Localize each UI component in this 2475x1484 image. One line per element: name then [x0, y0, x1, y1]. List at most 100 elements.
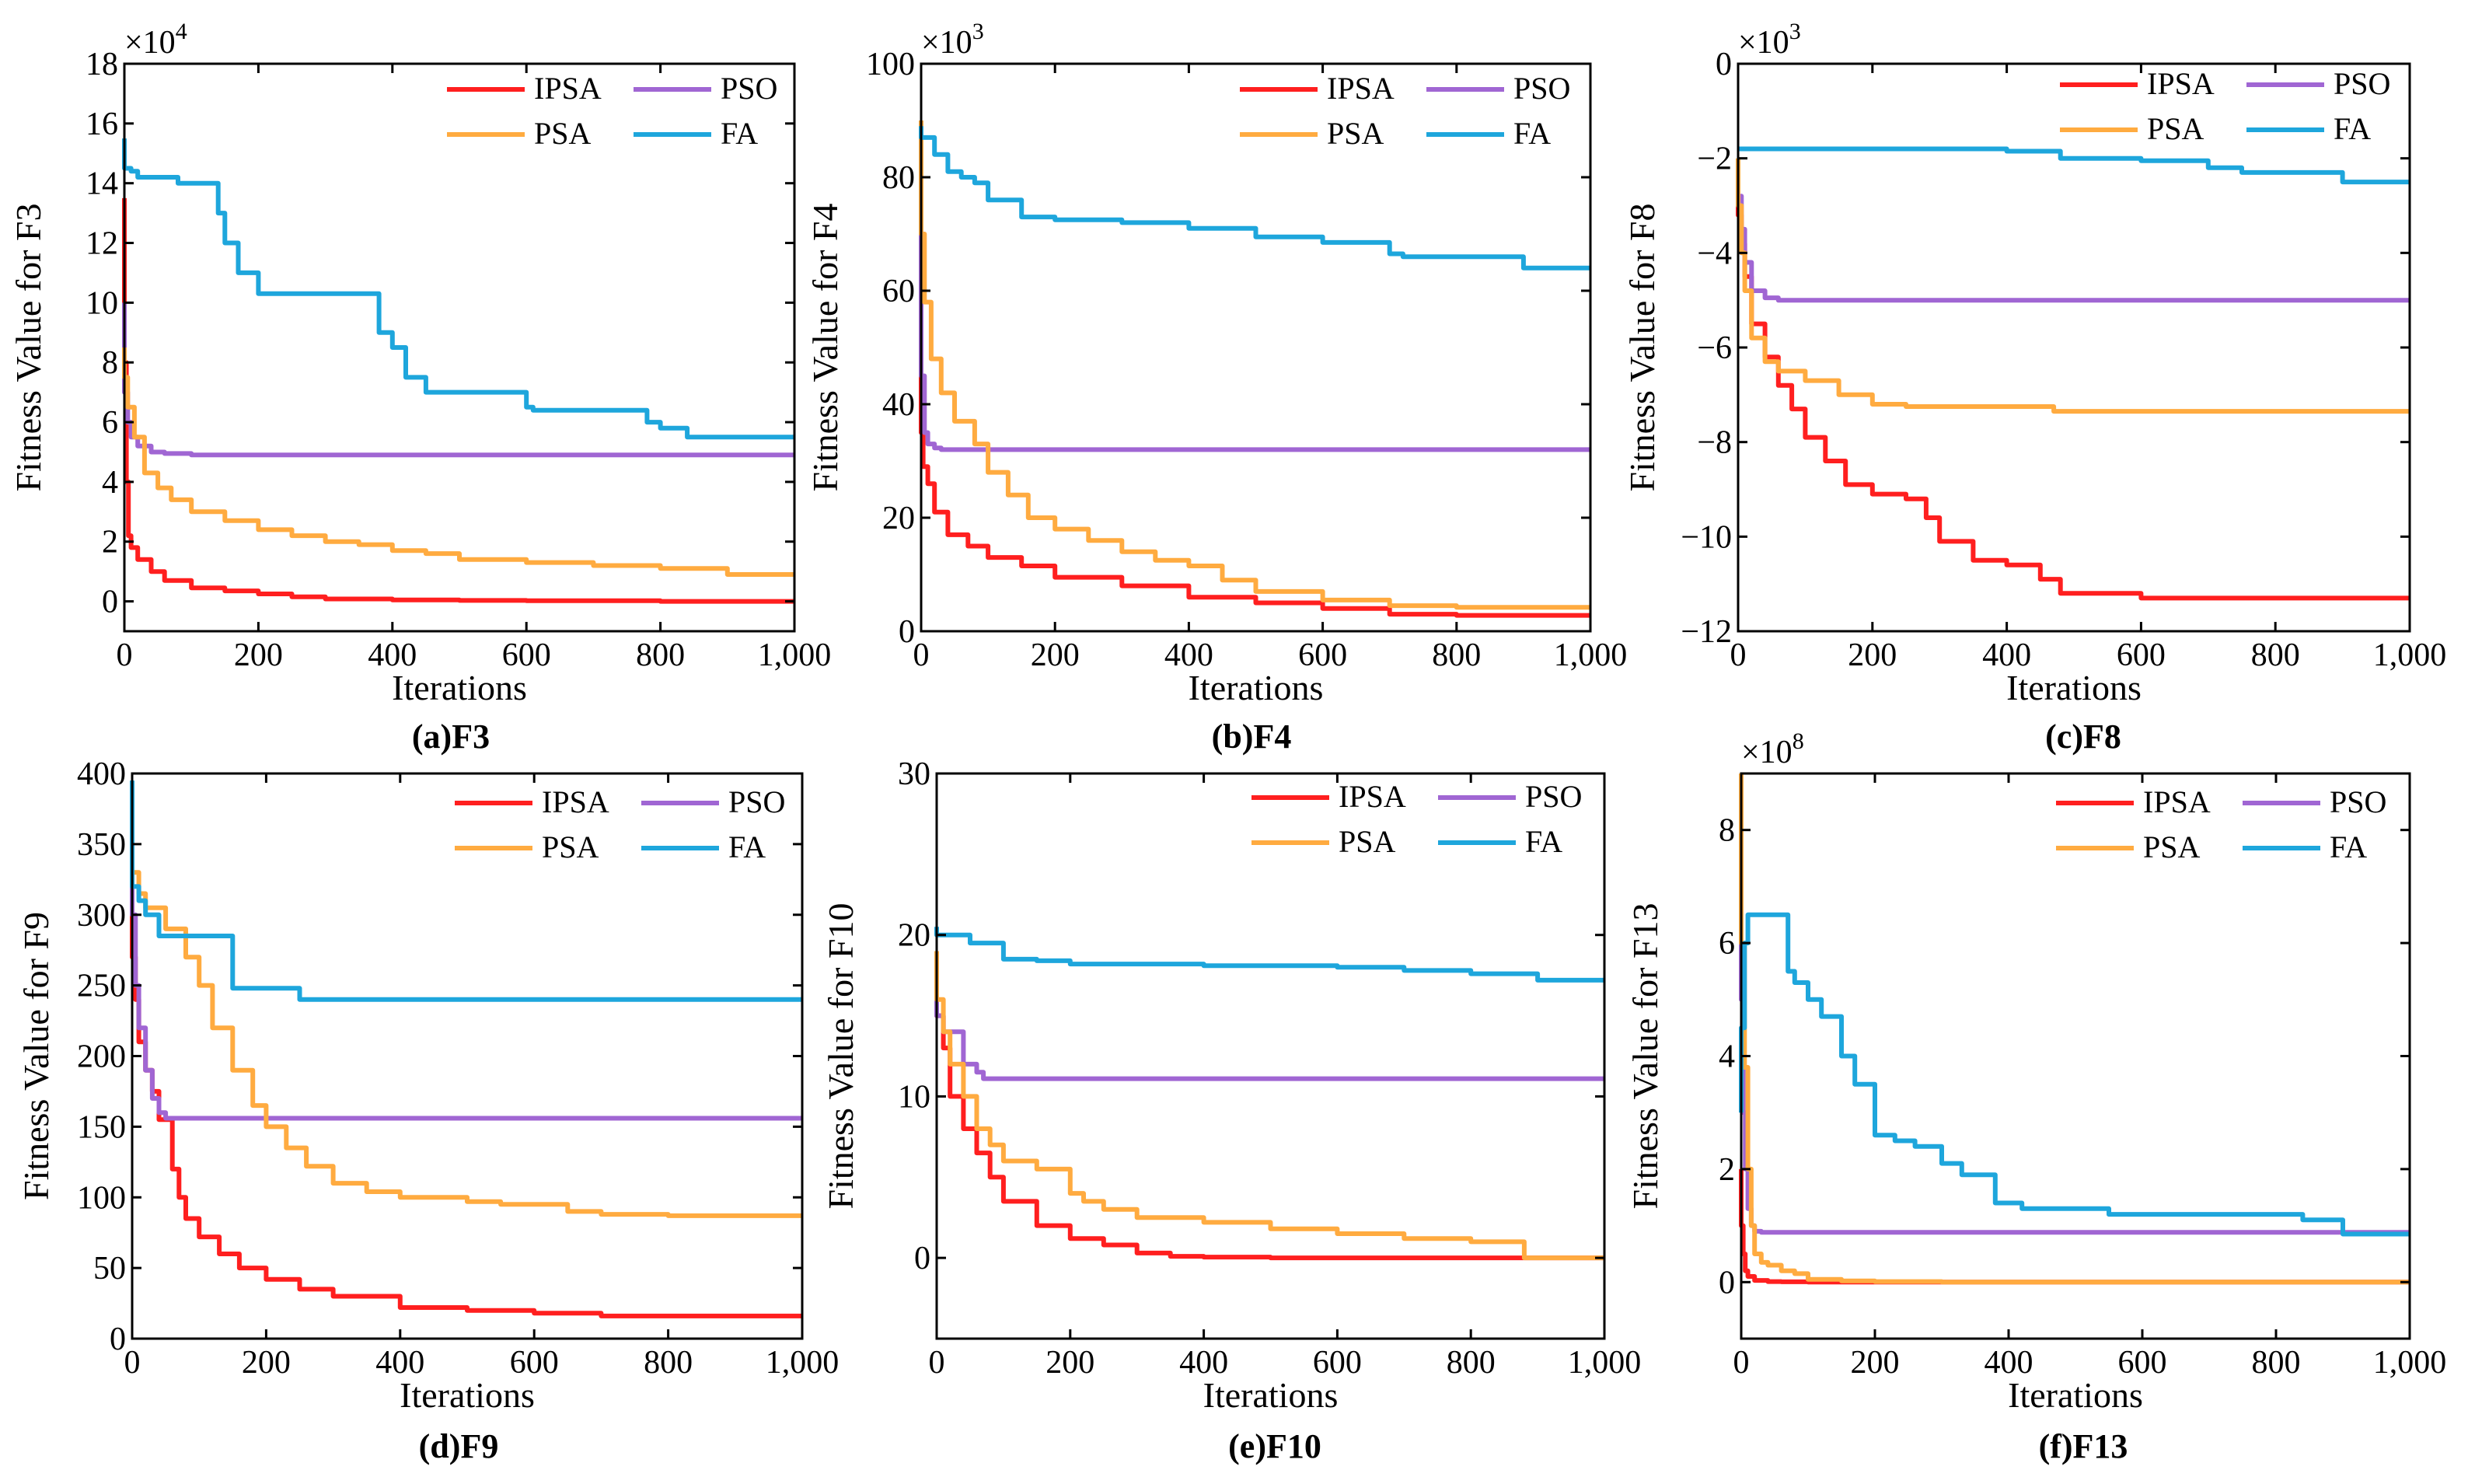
x-tick-label: 600: [1298, 637, 1347, 673]
x-tick-label: 0: [913, 637, 930, 673]
y-tick-label: 6: [102, 405, 118, 441]
x-tick-label: 200: [1046, 1345, 1094, 1381]
y-tick-label: 250: [77, 969, 126, 1004]
series-line-pso: [130, 787, 802, 1121]
y-tick-label: −12: [1681, 614, 1732, 650]
legend: IPSA PSO PSA FA: [2060, 66, 2390, 146]
axis-multiplier: ×108: [1741, 728, 1804, 770]
x-axis-label: Iterations: [2008, 1375, 2143, 1415]
y-tick-label: 20: [882, 501, 915, 536]
legend-label: PSO: [2330, 784, 2386, 819]
legend-label: PSO: [2334, 66, 2390, 101]
panel-caption: (c)F8: [2045, 718, 2121, 756]
legend: IPSA PSO PSA FA: [2056, 784, 2386, 864]
series-line-fa: [1738, 146, 2410, 185]
legend: IPSA PSO PSA FA: [455, 784, 785, 864]
y-axis-label: Fitness Value for F4: [805, 204, 845, 492]
x-tick-label: 200: [1851, 1345, 1900, 1381]
x-tick-label: 0: [929, 1345, 945, 1381]
y-tick-label: 14: [86, 166, 118, 202]
y-tick-label: 8: [1719, 813, 1735, 849]
series-line-ipsa: [919, 188, 1590, 618]
y-tick-label: 80: [882, 160, 915, 196]
y-tick-label: 10: [86, 285, 118, 321]
x-tick-label: 0: [117, 637, 133, 673]
panel-d: 0 200 400 600 800 1,000 0 50 100 150 200 250 300 350 4…: [16, 756, 839, 1465]
series-line-ipsa: [122, 197, 794, 604]
legend-label: IPSA: [2147, 66, 2215, 101]
legend-label: FA: [2334, 111, 2371, 146]
legend-label: IPSA: [534, 71, 602, 106]
panel-f: 0 200 400 600 800 1,000 0 2 4 6 8 ×108 Iterations Fit…: [1625, 728, 2446, 1465]
legend-label: PSO: [1525, 779, 1582, 814]
legend-label: PSA: [1339, 824, 1395, 859]
plot-frame: [920, 62, 1592, 633]
legend-label: PSO: [721, 71, 777, 106]
y-tick-label: −2: [1697, 141, 1732, 177]
x-tick-label: 800: [636, 637, 685, 673]
x-tick-label: 400: [1164, 637, 1213, 673]
y-tick-label: 350: [77, 827, 126, 863]
y-tick-label: 0: [899, 614, 915, 650]
x-tick-label: 400: [375, 1345, 424, 1381]
series-line-fa: [130, 780, 802, 1002]
series-line-fa: [122, 138, 794, 440]
panel-caption: (e)F10: [1228, 1427, 1321, 1465]
series-line-psa: [130, 829, 802, 1218]
y-tick-label: 100: [866, 47, 915, 82]
y-axis-label: Fitness Value for F13: [1625, 903, 1665, 1210]
x-tick-label: 800: [2251, 637, 2300, 673]
x-tick-label: 0: [1733, 1345, 1750, 1381]
x-tick-label: 800: [2252, 1345, 2301, 1381]
legend-label: PSA: [2143, 829, 2200, 864]
y-tick-label: 12: [86, 226, 118, 262]
series-line-psa: [934, 951, 1604, 1261]
x-tick-label: 600: [2118, 1345, 2167, 1381]
x-tick-label: 200: [242, 1345, 291, 1381]
y-tick-label: −6: [1697, 330, 1732, 366]
y-tick-label: 0: [102, 585, 118, 620]
x-tick-label: 0: [124, 1345, 141, 1381]
series-line-pso: [1736, 167, 2410, 303]
y-tick-label: 50: [93, 1251, 126, 1287]
x-axis-label: Iterations: [392, 668, 527, 707]
y-tick-label: 0: [110, 1322, 126, 1357]
y-tick-label: 16: [86, 106, 118, 142]
legend-label: PSA: [534, 116, 591, 151]
legend-label: IPSA: [1327, 71, 1395, 106]
x-tick-label: 200: [234, 637, 283, 673]
x-tick-label: 400: [1985, 1345, 2033, 1381]
y-tick-label: 300: [77, 898, 126, 934]
y-tick-label: 30: [898, 756, 930, 792]
legend-label: PSO: [728, 784, 785, 819]
y-tick-label: −10: [1681, 519, 1732, 555]
series-line-fa: [1739, 912, 2410, 1237]
series-line-fa: [934, 927, 1604, 983]
x-tick-label: 800: [644, 1345, 693, 1381]
series-line-ipsa: [1739, 1168, 2410, 1285]
x-tick-label: 1,000: [1554, 637, 1628, 673]
series-line-pso: [919, 222, 1590, 452]
panel-b: 0 200 400 600 800 1,000 0 20 40 60 80 100×103 Iterat…: [805, 19, 1627, 756]
panel-caption: (b)F4: [1212, 718, 1292, 756]
legend-label: FA: [728, 829, 766, 864]
x-tick-label: 800: [1447, 1345, 1496, 1381]
x-tick-label: 0: [1730, 637, 1747, 673]
y-tick-label: 2: [1719, 1152, 1735, 1188]
legend-label: FA: [2330, 829, 2367, 864]
y-tick-label: 0: [1716, 47, 1732, 82]
y-tick-label: 10: [898, 1079, 930, 1115]
y-tick-label: 6: [1719, 926, 1735, 962]
legend-label: FA: [1513, 116, 1551, 151]
x-tick-label: 1,000: [766, 1345, 840, 1381]
y-axis-label: Fitness Value for F8: [1622, 204, 1662, 492]
legend-label: FA: [721, 116, 758, 151]
legend-label: PSA: [542, 829, 599, 864]
panel-a: 0 200 400 600 800 1,000 0 2 4 6 8 10 12 14 16 18×104 Ite…: [9, 19, 831, 756]
plot-frame: [935, 772, 1606, 1340]
x-tick-label: 600: [2117, 637, 2166, 673]
x-tick-label: 600: [502, 637, 551, 673]
axis-multiplier: ×103: [1738, 19, 1801, 61]
axis-multiplier: ×103: [921, 19, 984, 61]
legend-label: PSO: [1513, 71, 1570, 106]
